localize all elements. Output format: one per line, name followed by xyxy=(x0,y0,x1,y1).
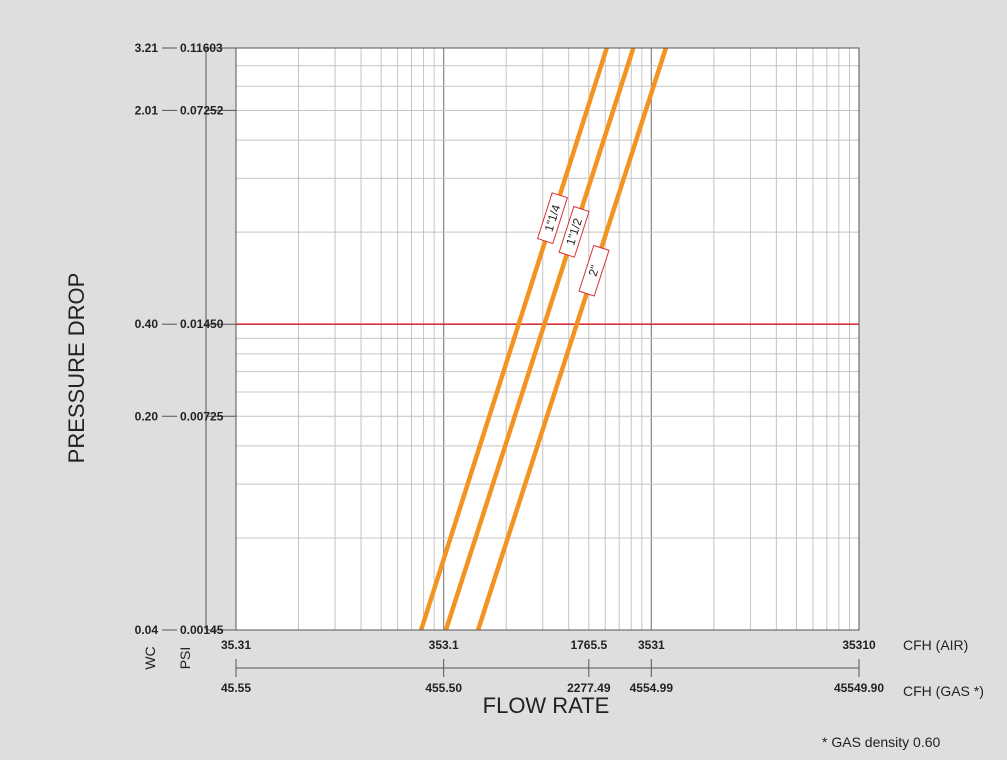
x-axis-title: FLOW RATE xyxy=(483,693,610,718)
psi-unit-label: PSI xyxy=(177,647,193,670)
series-label-group: 2" xyxy=(578,244,610,297)
series-label-group: 1"1/2 xyxy=(558,205,590,258)
x-air-tick-label: 35310 xyxy=(842,638,876,652)
series-label-box xyxy=(536,192,569,245)
y-wc-tick-label: 0.20 xyxy=(135,409,159,423)
y-psi-tick-label: 0.00725 xyxy=(180,409,224,423)
y-wc-tick-label: 0.40 xyxy=(135,317,159,331)
y-psi-tick-label: 0.07252 xyxy=(180,103,224,117)
x-gas-tick-label: 4554.99 xyxy=(630,681,674,695)
series-label-box xyxy=(558,205,590,258)
series-group: 1"1/4 1"1/2 2" xyxy=(418,47,669,631)
y-psi-tick-label: 0.01450 xyxy=(180,317,224,331)
x-air-tick-label: 3531 xyxy=(638,638,665,652)
x-gas-tick-label: 45549.90 xyxy=(834,681,884,695)
y-wc-tick-label: 3.21 xyxy=(135,41,159,55)
series-label-box xyxy=(578,244,610,297)
y-wc-tick-label: 0.04 xyxy=(135,623,159,637)
axes: 0.04 0.00145 0.20 0.00725 0.40 0.01450 2.01 0.0… xyxy=(135,41,885,695)
series-line xyxy=(475,47,669,631)
x-gas-tick-label: 455.50 xyxy=(425,681,462,695)
y-psi-tick-label: 0.11603 xyxy=(180,41,223,55)
x-gas-unit-label: CFH (GAS *) xyxy=(903,683,984,699)
series-line xyxy=(418,47,609,631)
y-axis-title: PRESSURE DROP xyxy=(64,273,89,464)
x-gas-tick-label: 2277.49 xyxy=(567,681,611,695)
plot-border xyxy=(235,47,860,631)
x-air-tick-label: 353.1 xyxy=(429,638,459,652)
series-label-group: 1"1/4 xyxy=(536,192,569,245)
gas-density-note: * GAS density 0.60 xyxy=(822,734,941,750)
plot-area xyxy=(236,48,859,630)
x-gas-tick-label: 45.55 xyxy=(221,681,251,695)
grid xyxy=(235,47,860,631)
series-label: 2" xyxy=(586,263,603,278)
x-air-tick-label: 1765.5 xyxy=(570,638,607,652)
wc-unit-label: WC xyxy=(142,646,158,669)
y-psi-tick-label: 0.00145 xyxy=(180,623,224,637)
x-air-tick-label: 35.31 xyxy=(221,638,251,652)
series-line xyxy=(443,47,636,631)
y-wc-tick-label: 2.01 xyxy=(135,103,159,117)
x-air-unit-label: CFH (AIR) xyxy=(903,637,968,653)
